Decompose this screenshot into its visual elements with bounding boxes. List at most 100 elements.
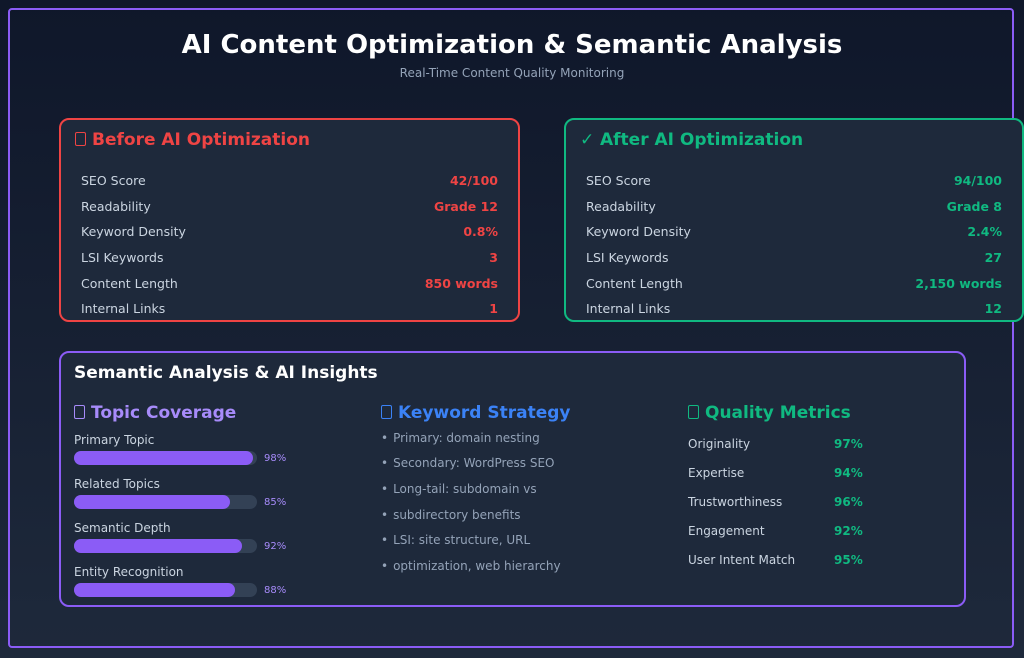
page-subtitle: Real-Time Content Quality Monitoring [399, 66, 625, 80]
topic-item: Semantic Depth 92% [74, 513, 334, 557]
bullet-icon: • [381, 430, 389, 445]
keyword-item: • subdirectory benefits [381, 502, 651, 528]
metric-label: Readability [586, 198, 656, 214]
bullet-icon: • [381, 456, 389, 471]
metric-label: Internal Links [81, 301, 166, 317]
keyword-item: • LSI: site structure, URL [381, 527, 651, 553]
keyword-item: • Long-tail: subdomain vs [381, 476, 651, 502]
before-metric-row: LSI Keywords 3 [81, 245, 498, 271]
topic-progress-fill [74, 495, 230, 509]
metric-value: 12 [984, 301, 1002, 317]
metric-value: 94/100 [953, 173, 1002, 189]
metric-label: Readability [81, 198, 151, 214]
checkmark-icon: ✓ [580, 130, 595, 150]
before-metric-row: SEO Score 42/100 [81, 168, 498, 194]
before-card-title: Before AI Optimization [75, 130, 310, 150]
topic-progress-track [74, 451, 257, 465]
metric-value: 2,150 words [915, 275, 1002, 291]
quality-metrics-title-text: Quality Metrics [705, 403, 851, 423]
keyword-text: Primary: domain nesting [393, 430, 540, 445]
semantic-analysis-panel: Semantic Analysis & AI Insights Topic Co… [59, 351, 966, 607]
keyword-item: • Secondary: WordPress SEO [381, 451, 651, 477]
metric-label: SEO Score [81, 173, 146, 189]
before-metric-row: Internal Links 1 [81, 296, 498, 322]
after-metric-row: Readability Grade 8 [586, 194, 1002, 220]
topic-percent: 98% [264, 453, 287, 464]
topic-progress-fill [74, 451, 254, 465]
metric-value: 850 words [424, 275, 498, 291]
topic-item: Related Topics 85% [74, 469, 334, 513]
metric-value: 3 [489, 250, 498, 266]
keyword-text: LSI: site structure, URL [393, 533, 531, 548]
quality-metrics-section: Quality Metrics Originality 97% Expertise… [688, 403, 958, 575]
box-glyph-icon [381, 405, 392, 419]
quality-value: 96% [834, 494, 863, 509]
quality-label: Originality [688, 436, 751, 451]
semantic-panel-title: Semantic Analysis & AI Insights [74, 363, 378, 383]
box-glyph-icon [75, 132, 86, 146]
keyword-text: Long-tail: subdomain vs [393, 481, 537, 496]
quality-metric-row: Expertise 94% [688, 458, 958, 487]
after-card-title: ✓ After AI Optimization [580, 130, 803, 150]
topic-progress-track [74, 583, 257, 597]
metric-value: 42/100 [449, 173, 498, 189]
topic-percent: 85% [264, 497, 287, 508]
bullet-icon: • [381, 481, 389, 496]
keyword-strategy-title: Keyword Strategy [381, 403, 651, 425]
metric-label: SEO Score [586, 173, 651, 189]
topic-progress-fill [74, 583, 236, 597]
metric-value: Grade 8 [946, 198, 1002, 214]
before-optimization-card: Before AI Optimization SEO Score 42/100 R… [59, 118, 520, 322]
metric-value: 27 [984, 250, 1002, 266]
page-title: AI Content Optimization & Semantic Analy… [181, 30, 843, 60]
before-metric-row: Keyword Density 0.8% [81, 219, 498, 245]
metric-value: 0.8% [463, 224, 498, 240]
after-metric-row: Content Length 2,150 words [586, 270, 1002, 296]
metric-label: Keyword Density [586, 224, 691, 240]
topic-progress-fill [74, 539, 243, 553]
quality-value: 95% [834, 553, 863, 568]
metric-label: Keyword Density [81, 224, 186, 240]
metric-label: LSI Keywords [81, 250, 164, 266]
topic-coverage-title-text: Topic Coverage [91, 403, 237, 423]
quality-label: User Intent Match [688, 553, 796, 568]
after-metric-row: SEO Score 94/100 [586, 168, 1002, 194]
box-glyph-icon [74, 405, 85, 419]
metric-label: Content Length [586, 275, 683, 291]
keyword-item: • optimization, web hierarchy [381, 553, 651, 579]
before-card-title-text: Before AI Optimization [92, 130, 311, 150]
before-metric-row: Readability Grade 12 [81, 194, 498, 220]
box-glyph-icon [688, 405, 699, 419]
quality-metrics-title: Quality Metrics [688, 403, 958, 425]
bullet-icon: • [381, 558, 389, 573]
topic-label: Related Topics [74, 477, 160, 491]
after-metric-row: Internal Links 12 [586, 296, 1002, 322]
metric-label: Internal Links [586, 301, 671, 317]
keyword-strategy-title-text: Keyword Strategy [398, 403, 571, 423]
metric-label: Content Length [81, 275, 178, 291]
bullet-icon: • [381, 533, 389, 548]
quality-label: Engagement [688, 524, 765, 539]
bullet-icon: • [381, 507, 389, 522]
topic-label: Semantic Depth [74, 521, 171, 535]
quality-value: 97% [834, 436, 863, 451]
keyword-strategy-section: Keyword Strategy • Primary: domain nestin… [381, 403, 651, 579]
after-metric-row: LSI Keywords 27 [586, 245, 1002, 271]
keyword-item: • Primary: domain nesting [381, 425, 651, 451]
topic-coverage-section: Topic Coverage Primary Topic 98% Related… [74, 403, 334, 601]
topic-coverage-title: Topic Coverage [74, 403, 334, 425]
topic-item: Entity Recognition 88% [74, 557, 334, 601]
after-metric-row: Keyword Density 2.4% [586, 219, 1002, 245]
topic-percent: 92% [264, 541, 287, 552]
metric-value: 2.4% [967, 224, 1002, 240]
after-optimization-card: ✓ After AI Optimization SEO Score 94/100 R… [564, 118, 1024, 322]
topic-progress-track [74, 539, 257, 553]
metric-value: 1 [489, 301, 498, 317]
topic-label: Primary Topic [74, 433, 155, 447]
topic-percent: 88% [264, 585, 287, 596]
metric-label: LSI Keywords [586, 250, 669, 266]
quality-value: 94% [834, 465, 863, 480]
quality-label: Expertise [688, 465, 745, 480]
quality-value: 92% [834, 524, 863, 539]
quality-label: Trustworthiness [688, 494, 783, 509]
